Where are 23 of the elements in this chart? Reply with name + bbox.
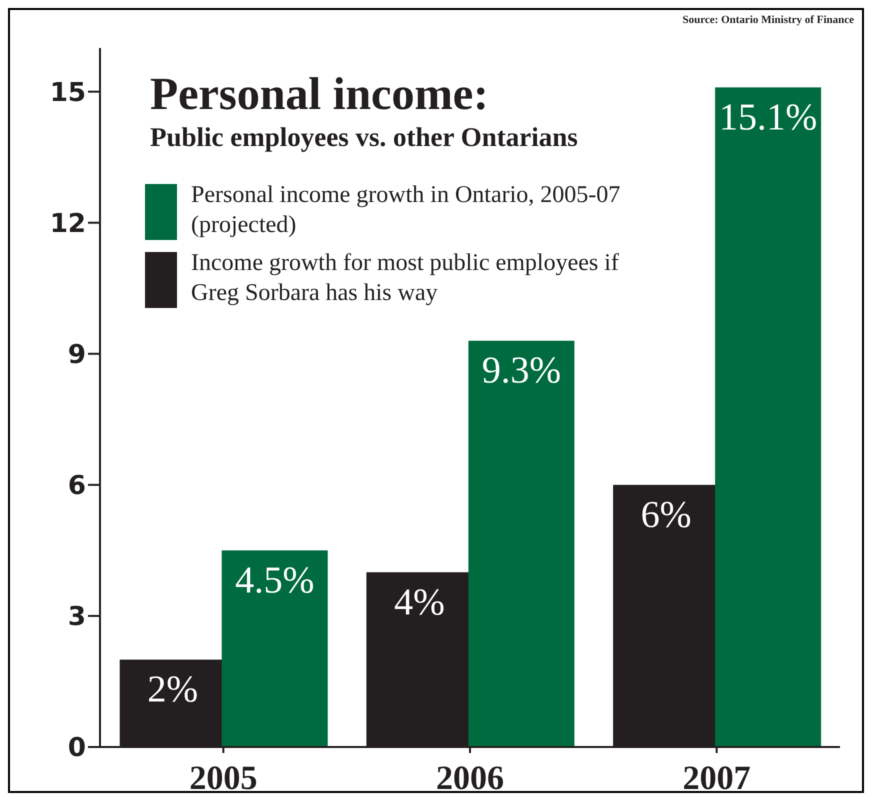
- data-label: 4%: [394, 581, 445, 624]
- data-label: 6%: [640, 494, 692, 536]
- data-label: 15.1%: [718, 96, 818, 138]
- y-tick-label: 3: [68, 602, 86, 632]
- data-label: 4.5%: [235, 559, 314, 602]
- x-tick-label: 2006: [436, 760, 504, 798]
- y-tick-label: 15: [50, 78, 86, 108]
- bar: [715, 87, 822, 747]
- data-label: 9.3%: [482, 350, 561, 392]
- legend-label: Income growth for most public employees if Greg Sorbara has his way: [191, 249, 620, 308]
- y-tick-label: 0: [68, 733, 86, 764]
- legend-label: Personal income growth in Ontario, 2005-07 (projected): [191, 181, 622, 240]
- source-note: Source: Ontario Ministry of Finance: [682, 14, 854, 26]
- text: Public employees vs. other Ontarians: [150, 121, 578, 154]
- y-tick-label: 6: [68, 471, 86, 502]
- bar: [468, 340, 574, 747]
- bar: [222, 550, 328, 747]
- x-tick-label: 2007: [682, 760, 751, 798]
- y-tick-label: 12: [50, 208, 86, 239]
- y-tick-label: 9: [68, 340, 86, 370]
- chart-title: Personal income:: [150, 68, 490, 120]
- x-tick-label: 2005: [189, 760, 258, 798]
- data-label: 2%: [147, 668, 198, 711]
